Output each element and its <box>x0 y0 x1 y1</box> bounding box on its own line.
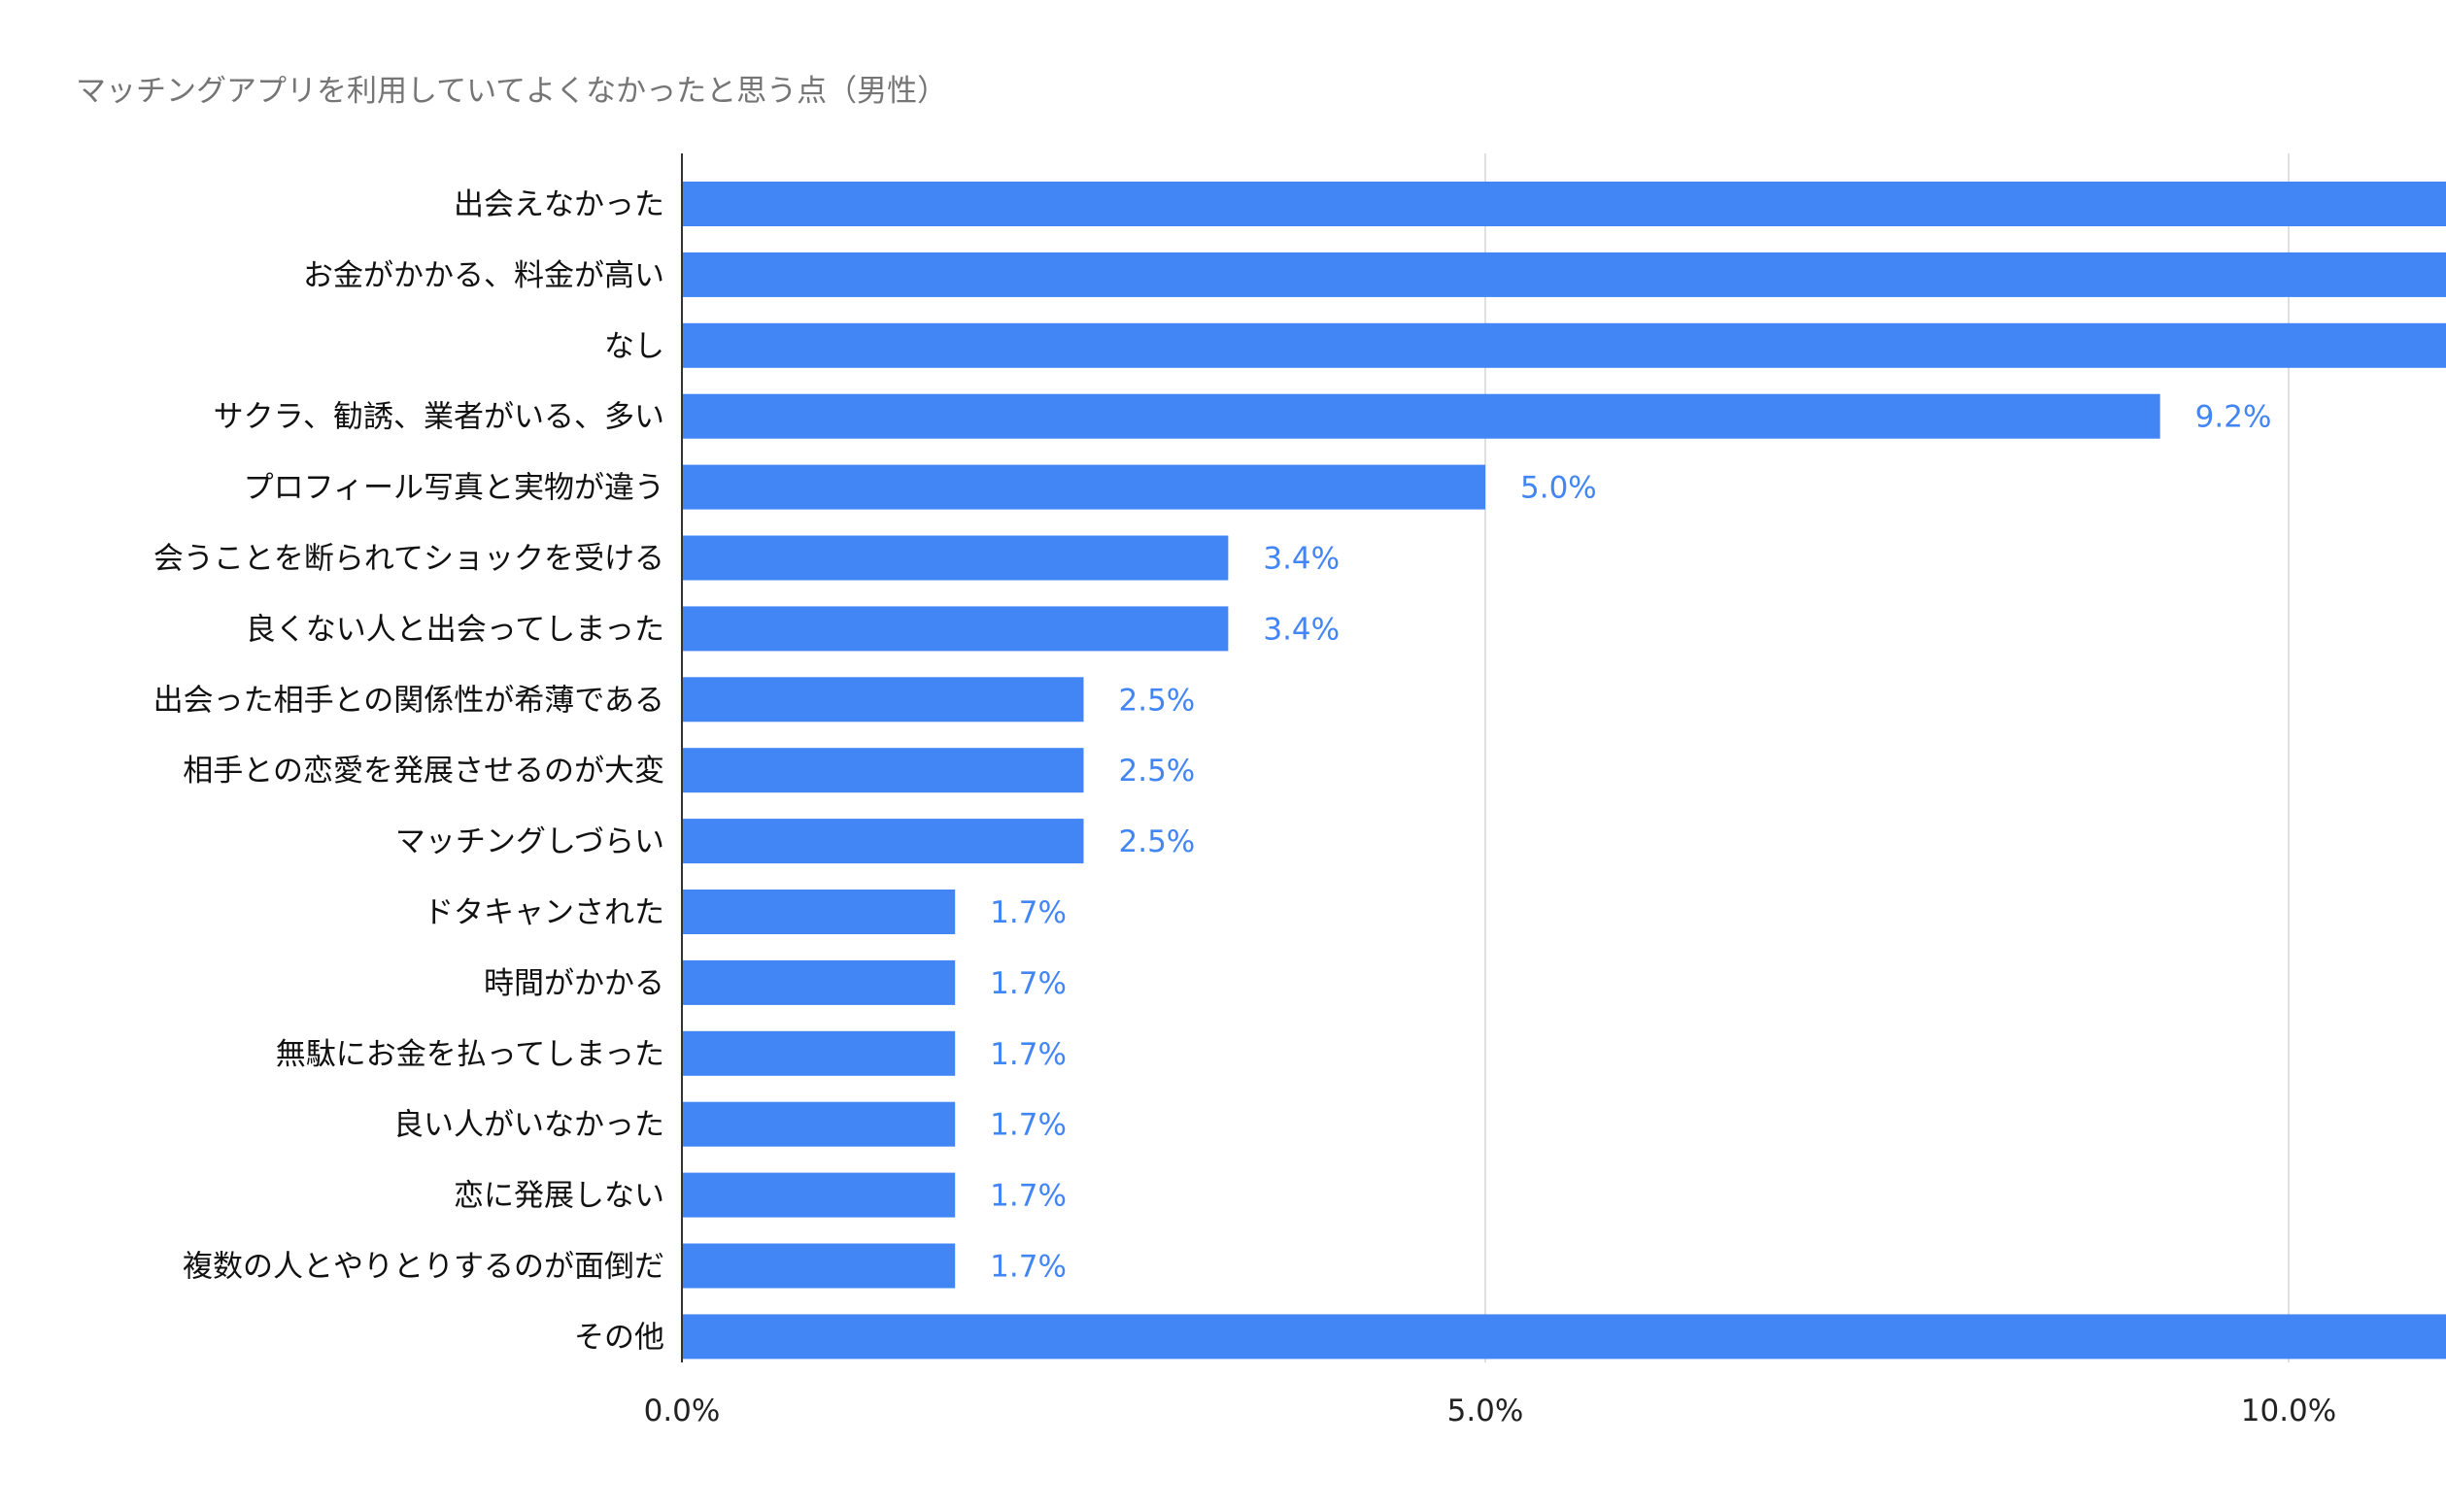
bar <box>682 1101 956 1147</box>
bar <box>682 819 1084 864</box>
data-label: 3.4% <box>1263 542 1340 577</box>
bar <box>682 606 1229 652</box>
data-label: 1.7% <box>990 1108 1067 1143</box>
bar <box>682 535 1229 581</box>
x-tick-label: 10.0% <box>2241 1394 2336 1428</box>
data-label: 2.5% <box>1119 824 1196 859</box>
bar <box>682 959 956 1005</box>
category-label: その他 <box>574 1320 664 1355</box>
category-label: なし <box>604 329 664 364</box>
category-label: 会うことを断られてショックを受ける <box>153 542 664 577</box>
bars <box>682 182 2446 1360</box>
data-label: 9.2% <box>2195 400 2272 435</box>
bar <box>682 890 956 934</box>
bar <box>682 1243 956 1289</box>
data-label: 3.4% <box>1263 612 1340 647</box>
x-tick-label: 0.0% <box>644 1394 721 1428</box>
category-label: 良くない人と出会ってしまった <box>246 612 664 647</box>
category-label: 良い人がいなかった <box>393 1108 664 1143</box>
data-label: 1.7% <box>990 966 1067 1001</box>
category-label: サクラ、勧誘、業者がいる、多い <box>214 400 664 435</box>
category-label: マッチングしづらい <box>395 824 664 859</box>
category-label: 相手との恋愛を発展させるのが大変 <box>183 754 664 789</box>
category-label: 出会った相手との関係性が希薄である <box>153 683 664 718</box>
data-label: 5.0% <box>1520 471 1597 506</box>
category-label: 無駄にお金を払ってしまった <box>276 1037 664 1072</box>
bar <box>682 393 2160 439</box>
chart-title: マッチングアプリを利用していてよくなかったと思う点（男性） <box>76 74 948 109</box>
data-label: 1.7% <box>990 1179 1067 1214</box>
bar <box>682 182 2446 226</box>
data-label: 1.7% <box>990 895 1067 930</box>
bar <box>682 464 1485 510</box>
category-label: プロフィール写真と実物が違う <box>244 471 664 506</box>
bar <box>682 748 1084 793</box>
data-label: 1.7% <box>990 1037 1067 1072</box>
bar <box>682 252 2446 297</box>
x-tick-label: 5.0% <box>1447 1394 1524 1428</box>
data-label: 1.7% <box>990 1250 1067 1285</box>
bar <box>682 322 2446 368</box>
category-label: 時間がかかる <box>484 966 664 1001</box>
bar <box>682 1030 956 1076</box>
category-label: 出会えなかった <box>454 187 664 222</box>
bar <box>682 677 1084 722</box>
data-label: 2.5% <box>1119 754 1196 789</box>
category-label: 複数の人とやりとりするのが面倒だ <box>183 1250 664 1285</box>
category-label: ドタキャンされた <box>424 895 664 930</box>
category-label: 恋に発展しない <box>454 1179 664 1214</box>
bar <box>682 1314 2446 1360</box>
data-label: 2.5% <box>1119 683 1196 718</box>
labels: 0.0%5.0%10.0%15.0%20.0%出会えなかった16.0%お金がかか… <box>153 187 2337 1428</box>
bar <box>682 1172 956 1218</box>
category-label: お金がかかる、料金が高い <box>303 258 664 293</box>
